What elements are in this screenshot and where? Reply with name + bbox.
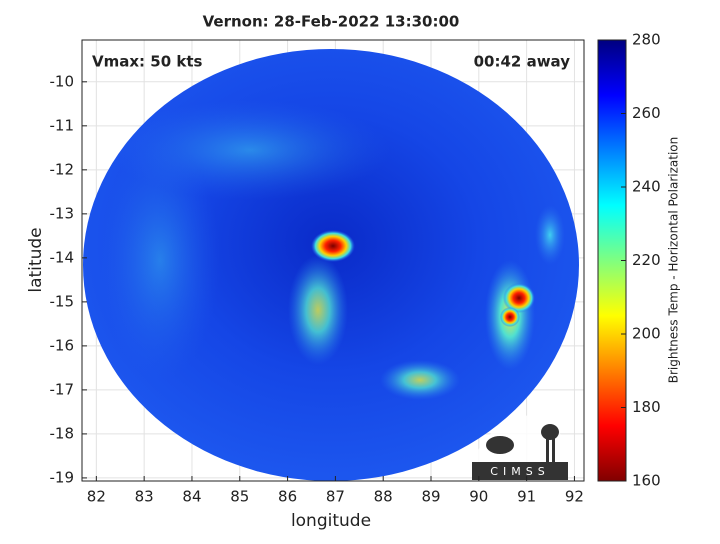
annotation: 00:42 away (474, 53, 571, 71)
y-tick-label: -17 (50, 380, 75, 398)
colorbar-tick-label: 260 (632, 104, 661, 122)
x-tick-label: 91 (517, 488, 536, 506)
rainband (100, 140, 220, 380)
hot-spot (503, 283, 535, 313)
x-tick-label: 88 (374, 488, 393, 506)
hot-spot (311, 230, 355, 262)
plot-frame (81, 39, 585, 482)
y-tick-label: -15 (50, 292, 75, 310)
swath-image (83, 49, 579, 481)
x-axis-label: longitude (291, 511, 371, 531)
logo-tower-leg (552, 438, 555, 462)
x-tick-label: 90 (469, 488, 488, 506)
logo-tower-leg (546, 438, 549, 462)
colorbar-label: Brightness Temp - Horizontal Polarizatio… (667, 137, 681, 384)
convection (380, 360, 460, 400)
colorbar-tick-label: 280 (632, 31, 661, 49)
y-tick-label: -14 (50, 248, 75, 266)
logo-band (472, 462, 568, 480)
logo: CIMSS (472, 415, 568, 480)
x-tick-label: 83 (135, 488, 154, 506)
colorbar-tick-label: 240 (632, 178, 661, 196)
y-tick-label: -11 (50, 116, 75, 134)
y-tick-label: -12 (50, 160, 75, 178)
convection (288, 255, 348, 365)
hot-spot (500, 307, 520, 327)
x-tick-label: 86 (278, 488, 297, 506)
y-tick-label: -13 (50, 204, 75, 222)
logo-dish (486, 436, 514, 454)
annotation: Vmax: 50 kts (92, 53, 202, 71)
y-tick-label: -16 (50, 336, 75, 354)
x-tick-label: 92 (565, 488, 584, 506)
y-tick-label: -10 (50, 72, 75, 90)
colorbar-tick-label: 160 (632, 472, 661, 490)
x-tick-label: 89 (421, 488, 440, 506)
logo-tower (541, 424, 559, 440)
x-tick-label: 87 (326, 488, 345, 506)
y-tick-label: -19 (50, 468, 75, 486)
colorbar-tick-label: 220 (632, 251, 661, 269)
y-axis-label: latitude (26, 227, 46, 292)
x-tick-label: 84 (182, 488, 201, 506)
colorbar-tick-label: 200 (632, 325, 661, 343)
logo-text: CIMSS (490, 465, 549, 478)
x-tick-label: 85 (230, 488, 249, 506)
y-tick-label: -18 (50, 424, 75, 442)
chart-title: Vernon: 28-Feb-2022 13:30:00 (203, 13, 460, 31)
colorbar-tick-label: 180 (632, 398, 661, 416)
convection (535, 205, 565, 265)
x-tick-label: 82 (87, 488, 106, 506)
